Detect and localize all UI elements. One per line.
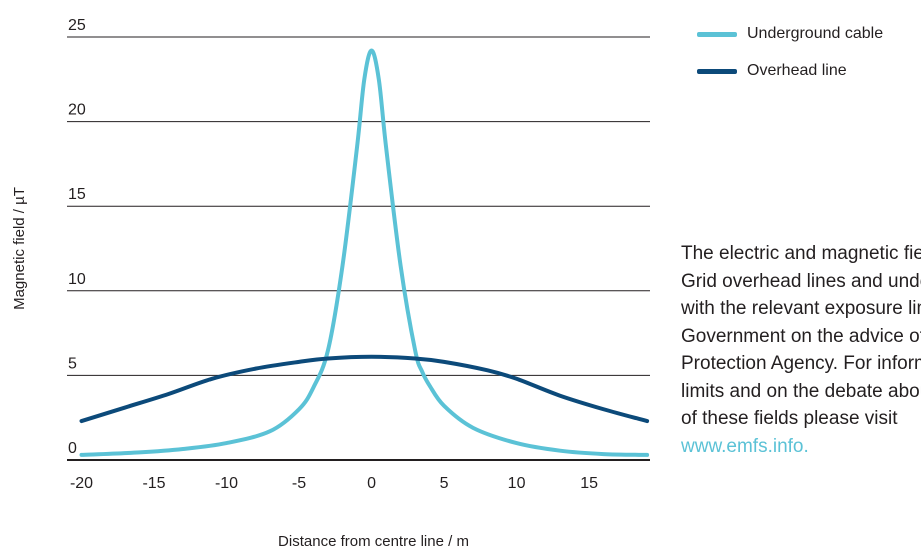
y-tick-label: 20 <box>68 102 86 119</box>
note-line: with the relevant exposure limits adopte… <box>681 298 921 319</box>
legend-item-overhead-line: Overhead line <box>697 61 883 81</box>
legend-swatch-overhead-line <box>697 68 737 74</box>
legend-label-underground-cable: Underground cable <box>747 25 884 42</box>
y-tick-label: 0 <box>68 440 77 457</box>
note-line: limits and on the debate about the possi… <box>681 380 921 402</box>
x-tick-label: 5 <box>440 475 449 492</box>
x-tick-label: -5 <box>292 475 306 492</box>
emfs-link[interactable]: www.emfs.info. <box>681 435 809 457</box>
chart-legend: Underground cable Overhead line <box>697 24 883 98</box>
note-line: Protection Agency. For information on th… <box>681 353 921 374</box>
note-line: of these fields please visit <box>681 408 898 429</box>
x-tick-label: -20 <box>70 475 93 492</box>
series-line-underground-cable <box>79 48 650 457</box>
x-tick-label: -10 <box>215 475 238 492</box>
x-axis-title: Distance from centre line / m <box>278 533 469 550</box>
y-tick-label: 15 <box>68 186 86 203</box>
legend-item-underground-cable: Underground cable <box>697 24 883 44</box>
x-tick-label: -15 <box>142 475 165 492</box>
y-axis-title: Magnetic field / µT <box>11 187 28 310</box>
note-line: Government on the advice of the Health <box>681 325 921 347</box>
info-note: The electric and magnetic fields from Na… <box>681 240 921 460</box>
y-tick-label: 5 <box>68 355 77 372</box>
note-line: The electric and magnetic fields from Na… <box>681 243 921 264</box>
x-tick-label: 0 <box>367 475 376 492</box>
x-tick-label: 15 <box>580 475 598 492</box>
note-line: Grid overhead lines and underground cabl… <box>681 270 921 292</box>
series-line-overhead-line <box>79 354 650 424</box>
y-tick-label: 25 <box>68 17 86 34</box>
x-tick-label: 10 <box>508 475 526 492</box>
legend-swatch-underground-cable <box>697 31 737 37</box>
legend-label-overhead-line: Overhead line <box>747 62 847 79</box>
y-tick-label: 10 <box>68 271 86 288</box>
